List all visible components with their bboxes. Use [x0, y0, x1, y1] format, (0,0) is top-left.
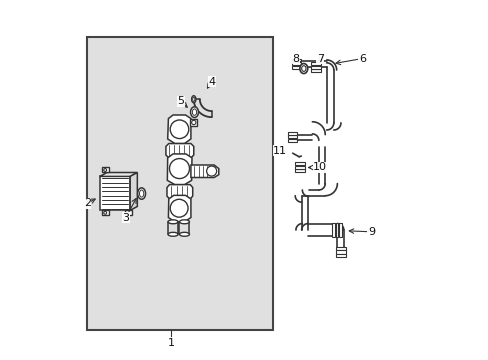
Polygon shape — [100, 172, 137, 176]
Circle shape — [170, 120, 188, 139]
Polygon shape — [102, 167, 108, 172]
Text: 3: 3 — [122, 212, 129, 222]
Text: 5: 5 — [177, 96, 184, 107]
Ellipse shape — [138, 188, 145, 199]
Bar — [291, 59, 300, 62]
Text: 11: 11 — [273, 146, 286, 156]
Polygon shape — [167, 115, 190, 144]
Text: 2: 2 — [83, 198, 91, 208]
Circle shape — [206, 166, 216, 176]
Polygon shape — [124, 210, 132, 215]
Ellipse shape — [301, 66, 305, 71]
Ellipse shape — [179, 232, 189, 236]
Polygon shape — [167, 154, 192, 185]
Bar — [295, 162, 304, 165]
Circle shape — [103, 168, 106, 171]
Bar — [295, 166, 304, 168]
Bar — [287, 139, 297, 142]
Bar — [339, 223, 341, 237]
Polygon shape — [190, 118, 197, 126]
Text: 1: 1 — [167, 338, 174, 347]
Circle shape — [191, 120, 196, 125]
Bar — [335, 250, 345, 253]
Text: 10: 10 — [312, 162, 326, 172]
Polygon shape — [130, 172, 137, 210]
Polygon shape — [100, 176, 130, 210]
Circle shape — [169, 158, 189, 179]
Ellipse shape — [190, 107, 198, 117]
Bar — [287, 132, 297, 135]
Ellipse shape — [191, 96, 196, 103]
Bar — [291, 62, 300, 65]
Bar — [287, 135, 297, 138]
Bar — [311, 69, 320, 72]
Ellipse shape — [139, 190, 143, 197]
Polygon shape — [166, 185, 192, 199]
Bar — [291, 66, 300, 68]
Bar — [335, 254, 345, 257]
Text: 4: 4 — [208, 77, 215, 87]
Circle shape — [170, 199, 188, 217]
Text: 6: 6 — [358, 54, 365, 64]
Bar — [295, 169, 304, 172]
Bar — [87, 37, 272, 330]
Text: 9: 9 — [367, 227, 374, 237]
Text: 7: 7 — [316, 54, 323, 64]
Ellipse shape — [192, 97, 194, 102]
Bar — [331, 223, 334, 237]
Bar — [311, 62, 320, 65]
Ellipse shape — [179, 220, 189, 224]
Ellipse shape — [192, 109, 196, 115]
Bar — [335, 223, 338, 237]
Polygon shape — [190, 165, 218, 177]
Polygon shape — [165, 144, 193, 158]
Ellipse shape — [299, 64, 307, 73]
Ellipse shape — [168, 232, 178, 236]
Text: 8: 8 — [292, 54, 299, 64]
Polygon shape — [168, 195, 190, 222]
Polygon shape — [102, 210, 108, 215]
Bar — [311, 66, 320, 68]
Bar — [335, 247, 345, 250]
Ellipse shape — [168, 220, 178, 224]
Circle shape — [103, 211, 106, 214]
